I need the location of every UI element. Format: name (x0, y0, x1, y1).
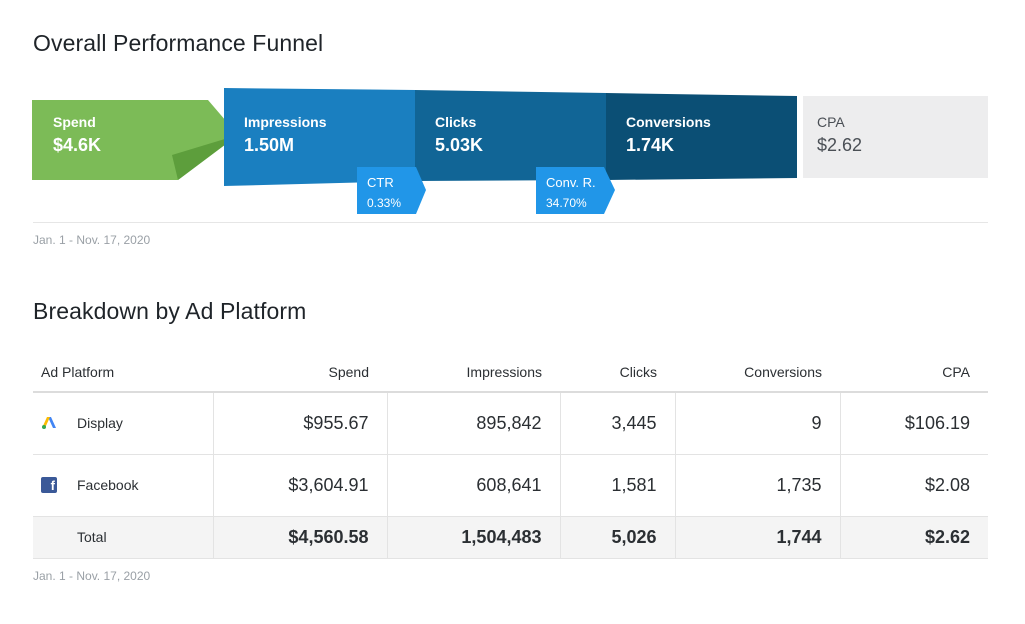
breakdown-table: Ad Platform Spend Impressions Clicks Con… (33, 352, 988, 559)
impressions-value: 1.50M (244, 135, 295, 155)
platform-cell: f Facebook (33, 454, 213, 517)
cpa-cell: $106.19 (839, 392, 988, 455)
total-spend-cell: $4,560.58 (212, 516, 387, 559)
ctr-badge: CTR 0.33% (367, 175, 401, 210)
impressions-cell: 608,641 (386, 454, 560, 517)
total-clicks-cell: 5,026 (559, 516, 675, 559)
clicks-label: Clicks (435, 114, 477, 130)
total-cpa-cell: $2.62 (839, 516, 988, 559)
funnel-clicks-shape (415, 90, 607, 181)
total-conversions-cell: 1,744 (674, 516, 840, 559)
conversions-cell: 1,735 (674, 454, 840, 517)
funnel-shapes (32, 88, 988, 214)
spend-cell: $3,604.91 (212, 454, 387, 517)
funnel-cpa-shape (803, 96, 988, 178)
spend-label: Spend (53, 114, 96, 130)
funnel-stage-impressions: Impressions 1.50M (244, 114, 326, 156)
funnel-impressions-shape (224, 88, 416, 186)
funnel-stage-conversions: Conversions 1.74K (626, 114, 711, 156)
platform-name: Facebook (77, 477, 139, 493)
funnel-stage-cpa: CPA $2.62 (817, 114, 862, 156)
platform-name: Display (77, 415, 123, 432)
funnel-divider (33, 222, 988, 223)
funnel-title: Overall Performance Funnel (33, 30, 324, 56)
total-label: Total (33, 516, 213, 559)
column-header-clicks[interactable]: Clicks (560, 352, 675, 393)
funnel-stage-clicks: Clicks 5.03K (435, 114, 483, 156)
conv-rate-value: 34.70% (546, 196, 587, 210)
conversions-value: 1.74K (626, 135, 675, 155)
cpa-value: $2.62 (817, 135, 863, 155)
funnel-spend-fold (172, 135, 238, 180)
spend-value: $4.6K (53, 135, 102, 155)
breakdown-date-range: Jan. 1 - Nov. 17, 2020 (33, 569, 151, 583)
funnel-stage-spend: Spend $4.6K (53, 114, 101, 156)
column-header-conversions[interactable]: Conversions (675, 352, 840, 393)
table-row-facebook: f Facebook $3,604.91 608,641 1,581 1,735… (33, 454, 988, 517)
column-header-platform[interactable]: Ad Platform (33, 352, 213, 393)
performance-funnel: Spend $4.6K Impressions 1.50M Clicks 5.0… (0, 0, 1025, 230)
ctr-tag-shape (357, 167, 426, 214)
platform-cell: Display (33, 392, 213, 455)
table-header-row: Ad Platform Spend Impressions Clicks Con… (33, 352, 988, 393)
ctr-label: CTR (367, 175, 394, 190)
impressions-cell: 895,842 (386, 392, 560, 455)
conversions-label: Conversions (626, 114, 711, 130)
clicks-value: 5.03K (435, 135, 484, 155)
column-header-spend[interactable]: Spend (213, 352, 387, 393)
conv-rate-tag-shape (536, 167, 615, 214)
conv-rate-badge: Conv. R. 34.70% (546, 175, 596, 210)
total-impressions-cell: 1,504,483 (386, 516, 560, 559)
breakdown-title: Breakdown by Ad Platform (33, 298, 307, 324)
cpa-cell: $2.08 (839, 454, 988, 517)
conversions-cell: 9 (674, 392, 840, 455)
table-row-total: Total $4,560.58 1,504,483 5,026 1,744 $2… (33, 516, 988, 559)
ctr-value: 0.33% (367, 196, 402, 210)
cpa-label: CPA (817, 114, 845, 130)
spend-cell: $955.67 (212, 392, 387, 455)
column-header-impressions[interactable]: Impressions (387, 352, 560, 393)
clicks-cell: 1,581 (559, 454, 675, 517)
impressions-label: Impressions (244, 114, 327, 130)
funnel-date-range: Jan. 1 - Nov. 17, 2020 (33, 233, 151, 247)
facebook-icon: f (41, 477, 57, 493)
table-row-display: Display $955.67 895,842 3,445 9 $106.19 (33, 392, 988, 455)
funnel-conversions-shape (606, 93, 797, 180)
clicks-cell: 3,445 (559, 392, 675, 455)
column-header-cpa[interactable]: CPA (840, 352, 988, 393)
conv-rate-label: Conv. R. (546, 175, 596, 190)
google-ads-icon (41, 415, 57, 431)
